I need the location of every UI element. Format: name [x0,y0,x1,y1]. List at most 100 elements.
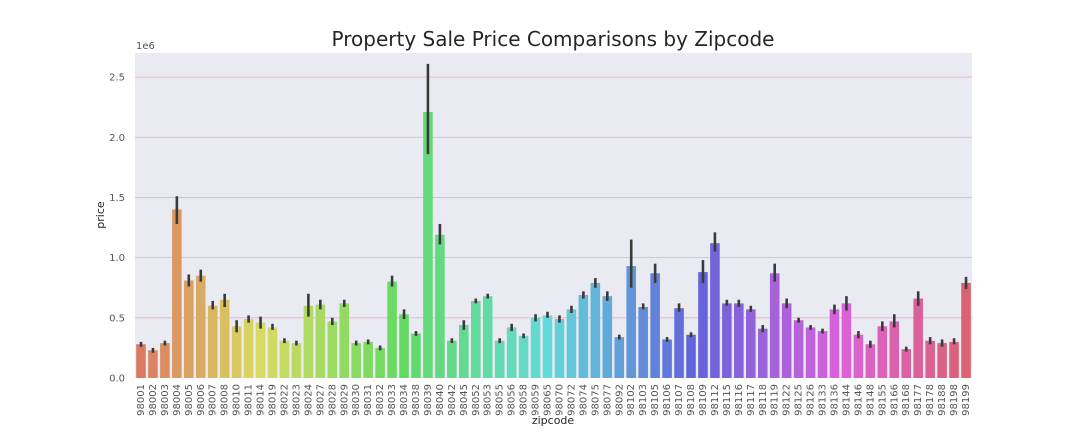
x-tick-label: 98008 [220,384,231,416]
x-tick-label: 98107 [674,384,685,416]
bar-98008 [219,299,230,378]
y-tick-label: 0.0 [109,374,125,385]
bar-98007 [207,305,218,378]
y-offset-label: 1e6 [136,41,155,52]
x-tick-label: 98023 [291,384,302,416]
x-tick-label: 98106 [662,384,673,416]
bar-98166 [889,321,900,378]
x-tick-label: 98199 [961,384,972,416]
x-tick-label: 98109 [698,384,709,416]
bar-98056 [506,327,517,378]
x-tick-label: 98155 [877,384,888,416]
x-tick-label: 98039 [423,384,434,416]
bar-98065 [542,315,553,378]
x-tick-label: 98024 [303,384,314,416]
y-tick-label: 1.5 [109,193,125,204]
bar-98038 [411,333,421,378]
x-tick-label: 98027 [315,384,326,416]
x-tick-label: 98077 [602,384,613,416]
bar-98148 [865,344,876,378]
bar-98042 [447,340,457,378]
x-tick-label: 98022 [279,384,290,416]
x-tick-label: 98019 [268,384,279,416]
chart-title: Property Sale Price Comparisons by Zipco… [332,27,775,51]
x-tick-label: 98045 [459,384,470,416]
x-tick-label: 98115 [722,384,733,416]
bar-98125 [793,320,804,378]
x-tick-label: 98075 [590,384,601,416]
bar-98040 [435,234,445,378]
x-tick-label: 98122 [782,384,793,416]
x-tick-label: 98040 [435,384,446,416]
x-tick-label: 98136 [829,384,840,416]
x-tick-label: 98010 [232,384,243,416]
x-tick-label: 98118 [758,384,769,416]
x-tick-label: 98042 [447,384,458,416]
bar-98006 [195,275,206,378]
bar-98103 [638,306,648,378]
bar-98055 [494,340,505,378]
x-tick-label: 98146 [853,384,864,416]
x-tick-label: 98103 [638,384,649,416]
bar-98074 [578,294,589,378]
x-tick-label: 98178 [925,384,936,416]
bar-98027 [315,304,326,378]
x-tick-label: 98070 [554,384,565,416]
bar-98126 [805,327,816,378]
bar-98077 [602,296,613,378]
x-tick-label: 98072 [566,384,577,416]
x-tick-label: 98006 [196,384,207,416]
bar-98002 [148,350,158,378]
bar-98072 [566,309,577,378]
bar-98075 [590,282,601,378]
x-tick-label: 98092 [614,384,625,416]
y-tick-label: 2.0 [109,133,125,144]
bar-98092 [614,337,625,378]
bar-98003 [160,343,170,378]
x-tick-label: 98030 [351,384,362,416]
bar-98188 [937,343,947,378]
bar-98023 [291,343,302,378]
x-tick-label: 98148 [865,384,876,416]
error-bars [139,63,968,353]
bar-98031 [363,341,373,378]
x-tick-label: 98031 [363,384,374,416]
bar-98022 [279,340,290,378]
x-axis-label: zipcode [532,414,575,427]
x-tick-label: 98119 [770,384,781,416]
bar-98030 [351,343,361,378]
x-tick-label: 98056 [507,384,518,416]
bar-98045 [459,325,469,378]
x-tick-label: 98198 [949,384,960,416]
x-tick-label: 98125 [794,384,805,416]
x-tick-label: 98033 [387,384,398,416]
x-tick-label: 98112 [710,384,721,416]
x-tick-label: 98053 [483,384,494,416]
x-tick-label: 98108 [686,384,697,416]
x-tick-label: 98117 [746,384,757,416]
bar-98070 [554,319,565,378]
bar-98010 [231,326,242,378]
x-tick-label: 98028 [327,384,338,416]
x-tick-label: 98005 [184,384,195,416]
bar-98198 [949,341,959,378]
bar-98053 [482,296,493,378]
x-tick-label: 98038 [411,384,422,416]
bar-98058 [518,335,529,378]
x-tick-label: 98188 [937,384,948,416]
x-tick-label: 98029 [339,384,350,416]
x-tick-label: 98007 [208,384,219,416]
bar-98102 [626,266,637,378]
bar-98004 [172,209,182,378]
bar-98168 [901,349,912,378]
y-axis-ticks: 0.0 0.5 1.0 1.5 2.0 2.5 [109,73,125,385]
x-tick-label: 98074 [578,384,589,416]
x-tick-label: 98004 [172,384,183,416]
bar-98005 [184,280,194,378]
x-tick-label: 98166 [889,384,900,416]
x-tick-label: 98144 [841,384,852,416]
bar-98032 [375,347,385,378]
x-tick-label: 98001 [136,384,147,416]
x-tick-label: 98126 [806,384,817,416]
